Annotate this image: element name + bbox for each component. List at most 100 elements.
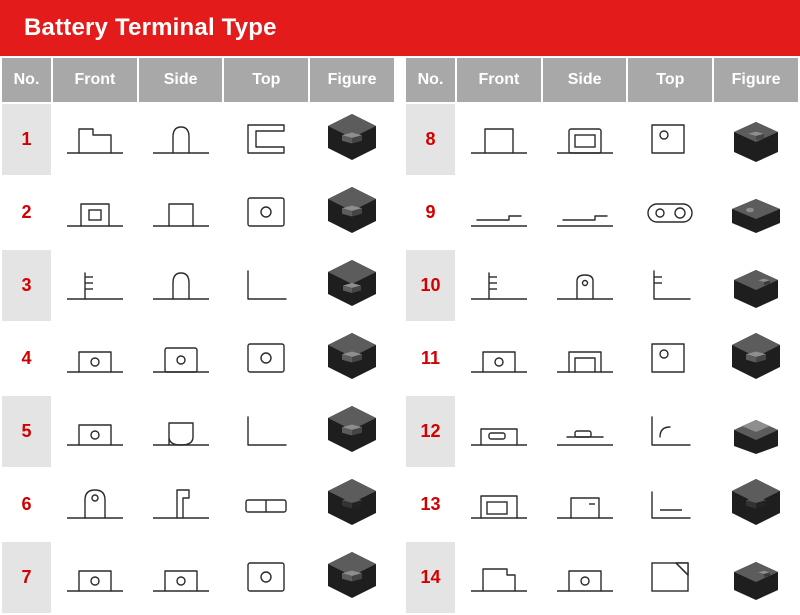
top-view-icon [628, 104, 712, 175]
table-header-row: No. Front Side Top Figure [2, 58, 394, 102]
front-view-icon [457, 177, 541, 248]
table-row: 7 [2, 542, 394, 613]
side-view-icon [543, 250, 627, 321]
front-view-icon [53, 396, 137, 467]
side-view-icon [543, 177, 627, 248]
figure-icon [310, 323, 394, 394]
top-view-icon [224, 323, 308, 394]
row-number: 10 [406, 250, 455, 321]
table-row: 9 [406, 177, 798, 248]
side-view-icon [139, 542, 223, 613]
top-view-icon [224, 177, 308, 248]
figure-icon [310, 542, 394, 613]
table-row: 6 [2, 469, 394, 540]
top-view-icon [628, 542, 712, 613]
row-number: 4 [2, 323, 51, 394]
top-view-icon [224, 250, 308, 321]
row-number: 8 [406, 104, 455, 175]
front-view-icon [53, 323, 137, 394]
col-side: Side [139, 58, 223, 102]
front-view-icon [457, 396, 541, 467]
front-view-icon [457, 469, 541, 540]
tables-wrap: No. Front Side Top Figure 1 2 3 4 5 [0, 56, 800, 615]
row-number: 13 [406, 469, 455, 540]
terminal-table-left: No. Front Side Top Figure 1 2 3 4 5 [0, 56, 396, 615]
figure-icon [714, 323, 798, 394]
col-top: Top [224, 58, 308, 102]
top-view-icon [628, 323, 712, 394]
front-view-icon [457, 323, 541, 394]
side-view-icon [139, 104, 223, 175]
table-header-row: No. Front Side Top Figure [406, 58, 798, 102]
front-view-icon [53, 469, 137, 540]
col-front: Front [53, 58, 137, 102]
front-view-icon [53, 104, 137, 175]
row-number: 5 [2, 396, 51, 467]
row-number: 7 [2, 542, 51, 613]
table-row: 14 [406, 542, 798, 613]
row-number: 12 [406, 396, 455, 467]
top-view-icon [224, 396, 308, 467]
top-view-icon [628, 177, 712, 248]
table-row: 12 [406, 396, 798, 467]
top-view-icon [224, 469, 308, 540]
table-row: 10 [406, 250, 798, 321]
side-view-icon [139, 396, 223, 467]
col-top: Top [628, 58, 712, 102]
front-view-icon [457, 542, 541, 613]
row-number: 14 [406, 542, 455, 613]
front-view-icon [457, 104, 541, 175]
side-view-icon [543, 542, 627, 613]
top-view-icon [628, 396, 712, 467]
side-view-icon [139, 323, 223, 394]
table-row: 8 [406, 104, 798, 175]
row-number: 11 [406, 323, 455, 394]
figure-icon [310, 177, 394, 248]
table-row: 5 [2, 396, 394, 467]
side-view-icon [543, 104, 627, 175]
figure-icon [714, 469, 798, 540]
page-title: Battery Terminal Type [0, 0, 800, 56]
top-view-icon [224, 104, 308, 175]
top-view-icon [628, 250, 712, 321]
side-view-icon [543, 469, 627, 540]
table-row: 4 [2, 323, 394, 394]
figure-icon [714, 396, 798, 467]
side-view-icon [139, 250, 223, 321]
row-number: 1 [2, 104, 51, 175]
terminal-table-right: No. Front Side Top Figure 8 9 10 11 12 [404, 56, 800, 615]
figure-icon [310, 250, 394, 321]
table-row: 1 [2, 104, 394, 175]
table-row: 11 [406, 323, 798, 394]
figure-icon [714, 542, 798, 613]
figure-icon [714, 104, 798, 175]
figure-icon [714, 177, 798, 248]
col-no: No. [406, 58, 455, 102]
table-row: 13 [406, 469, 798, 540]
side-view-icon [139, 469, 223, 540]
side-view-icon [543, 323, 627, 394]
front-view-icon [457, 250, 541, 321]
side-view-icon [139, 177, 223, 248]
top-view-icon [628, 469, 712, 540]
front-view-icon [53, 177, 137, 248]
figure-icon [310, 469, 394, 540]
front-view-icon [53, 542, 137, 613]
col-front: Front [457, 58, 541, 102]
row-number: 6 [2, 469, 51, 540]
row-number: 9 [406, 177, 455, 248]
side-view-icon [543, 396, 627, 467]
table-row: 3 [2, 250, 394, 321]
col-figure: Figure [714, 58, 798, 102]
col-no: No. [2, 58, 51, 102]
figure-icon [310, 396, 394, 467]
figure-icon [714, 250, 798, 321]
figure-icon [310, 104, 394, 175]
row-number: 2 [2, 177, 51, 248]
top-view-icon [224, 542, 308, 613]
col-figure: Figure [310, 58, 394, 102]
row-number: 3 [2, 250, 51, 321]
front-view-icon [53, 250, 137, 321]
table-row: 2 [2, 177, 394, 248]
col-side: Side [543, 58, 627, 102]
